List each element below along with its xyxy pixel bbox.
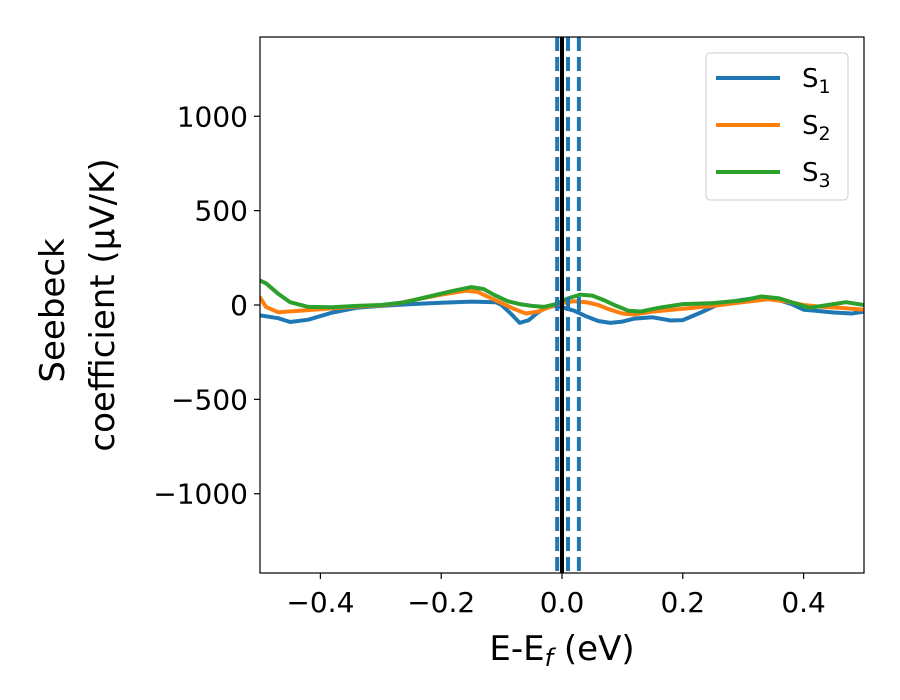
x-tick-label: 0.2 [661, 586, 706, 619]
x-axis-label-unit: (eV) [553, 629, 635, 669]
x-tick-label: 0.4 [781, 586, 826, 619]
legend: S1 S2 S3 [705, 52, 849, 201]
x-axis-label-main: E-E [489, 629, 544, 669]
legend-label-s2: S2 [802, 111, 831, 145]
legend-label-s1: S1 [802, 64, 831, 98]
axes: −0.4 −0.2 0.0 0.2 0.4 1000 500 0 −500 −1000 [153, 100, 826, 619]
x-axis-label: E-Ef (eV) [489, 629, 634, 672]
y-tick-label: 0 [230, 289, 248, 322]
y-axis-label: Seebeck coefficient (μV/K) [33, 158, 123, 451]
legend-label-s3: S3 [802, 158, 831, 192]
y-tick-label: 500 [195, 195, 248, 228]
y-axis-label-line2: coefficient (μV/K) [83, 158, 123, 451]
x-tick-label: −0.2 [407, 586, 475, 619]
y-tick-label: −1000 [153, 478, 248, 511]
x-tick-label: 0.0 [540, 586, 585, 619]
y-axis-label-line1: Seebeck [33, 238, 73, 383]
y-tick-label: 1000 [177, 100, 248, 133]
plot-lines [260, 37, 864, 573]
y-tick-label: −500 [171, 383, 248, 416]
x-tick-label: −0.4 [286, 586, 354, 619]
